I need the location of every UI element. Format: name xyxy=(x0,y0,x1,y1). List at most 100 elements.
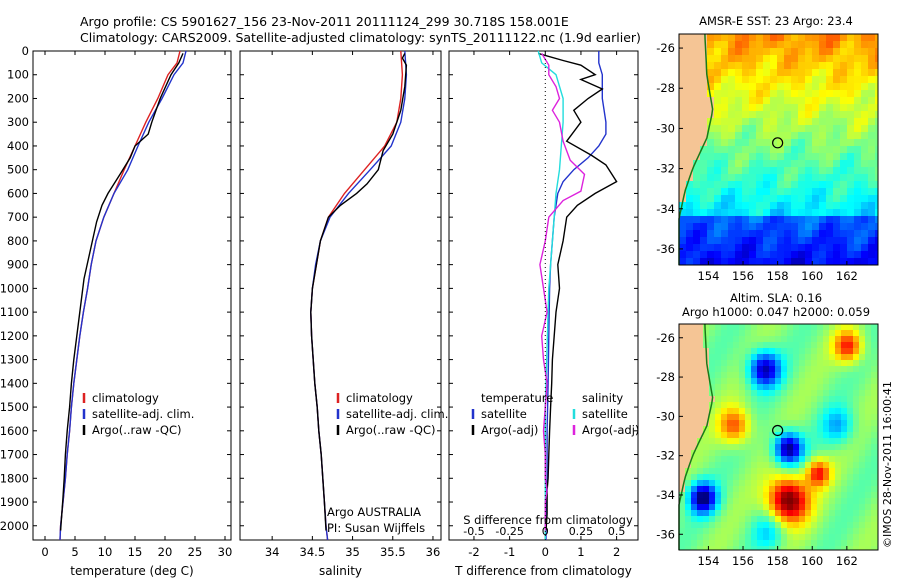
map-cell xyxy=(805,195,813,203)
map-cell xyxy=(817,444,824,451)
map-cell xyxy=(847,244,855,252)
depth-tick-label: 1600 xyxy=(0,424,29,438)
map-cell xyxy=(756,139,764,147)
map-cell xyxy=(781,432,788,439)
map-cell xyxy=(693,209,701,217)
map-cell xyxy=(847,48,855,56)
map-cell xyxy=(686,244,694,252)
map-cell xyxy=(781,498,788,505)
map-cell xyxy=(865,438,872,445)
map-cell xyxy=(685,528,692,535)
map-cell xyxy=(721,414,728,421)
map-cell xyxy=(679,160,687,168)
map-cell xyxy=(777,258,785,266)
map-cell xyxy=(817,348,824,355)
map-cell xyxy=(853,372,860,379)
map-cell xyxy=(871,348,878,355)
map-cell xyxy=(865,444,872,451)
map-cell xyxy=(787,330,794,337)
map-cell xyxy=(781,330,788,337)
map-cell xyxy=(709,384,716,391)
map-cell xyxy=(751,336,758,343)
map-cell xyxy=(686,167,694,175)
map-cell xyxy=(686,76,694,84)
map-cell xyxy=(769,468,776,475)
map-cell xyxy=(715,324,722,331)
map-cell xyxy=(826,41,834,49)
map-cell xyxy=(763,132,771,140)
map-cell xyxy=(763,330,770,337)
map-cell xyxy=(781,354,788,361)
map-cell xyxy=(751,378,758,385)
map-y-tick-label: -30 xyxy=(656,409,675,423)
map-cell xyxy=(679,540,686,547)
map-cell xyxy=(829,468,836,475)
map-cell xyxy=(745,402,752,409)
map-cell xyxy=(742,160,750,168)
map-cell xyxy=(679,230,687,238)
map-cell xyxy=(854,244,862,252)
map-cell xyxy=(775,546,782,551)
map-cell xyxy=(707,76,715,84)
map-cell xyxy=(798,146,806,154)
x-axis-label: temperature (deg C) xyxy=(70,564,193,578)
map-cell xyxy=(777,97,785,105)
map-cell xyxy=(817,354,824,361)
map-cell xyxy=(835,390,842,397)
map-cell xyxy=(829,450,836,457)
map-cell xyxy=(833,202,841,210)
map-cell xyxy=(749,202,757,210)
map-cell xyxy=(721,146,729,154)
map-cell xyxy=(703,414,710,421)
map-cell xyxy=(700,258,708,266)
map-cell xyxy=(871,450,878,457)
map-cell xyxy=(763,34,771,42)
map-cell xyxy=(707,160,715,168)
map-cell xyxy=(742,48,750,56)
map-cell xyxy=(769,354,776,361)
map-cell xyxy=(833,76,841,84)
map-cell xyxy=(853,498,860,505)
map-cell xyxy=(861,76,869,84)
map-cell xyxy=(733,426,740,433)
map-cell xyxy=(707,125,715,133)
map-cell xyxy=(727,450,734,457)
map-cell xyxy=(798,160,806,168)
map-cell xyxy=(861,139,869,147)
map-cell xyxy=(819,90,827,98)
map-cell xyxy=(707,188,715,196)
map-cell xyxy=(781,540,788,547)
map-cell xyxy=(875,118,879,126)
legend-label-2: Argo(..raw -QC) xyxy=(346,423,436,437)
map-cell xyxy=(769,414,776,421)
map-cell xyxy=(798,90,806,98)
map-cell xyxy=(811,348,818,355)
map-cell xyxy=(721,258,729,266)
x-tick-label: 25 xyxy=(188,545,203,559)
map-cell xyxy=(784,48,792,56)
map-cell xyxy=(733,444,740,451)
map-cell xyxy=(798,251,806,259)
map-cell xyxy=(787,450,794,457)
map-cell xyxy=(714,230,722,238)
map-cell xyxy=(799,480,806,487)
map-cell xyxy=(735,202,743,210)
annotation-line-2: PI: Susan Wijffels xyxy=(327,521,425,535)
map-cell xyxy=(859,468,866,475)
map-cell xyxy=(735,55,743,63)
map-cell xyxy=(823,420,830,427)
map-cell xyxy=(853,492,860,499)
map-cell xyxy=(739,342,746,349)
map-cell xyxy=(769,348,776,355)
map-cell xyxy=(721,167,729,175)
map-cell xyxy=(679,55,687,63)
map-cell xyxy=(826,125,834,133)
depth-tick-label: 100 xyxy=(7,68,29,82)
map-cell xyxy=(693,132,701,140)
map-cell xyxy=(871,390,878,397)
plot-frame xyxy=(239,50,442,541)
map-cell xyxy=(871,396,878,403)
map-cell xyxy=(841,534,848,541)
map-cell xyxy=(840,125,848,133)
map-cell xyxy=(679,384,686,391)
